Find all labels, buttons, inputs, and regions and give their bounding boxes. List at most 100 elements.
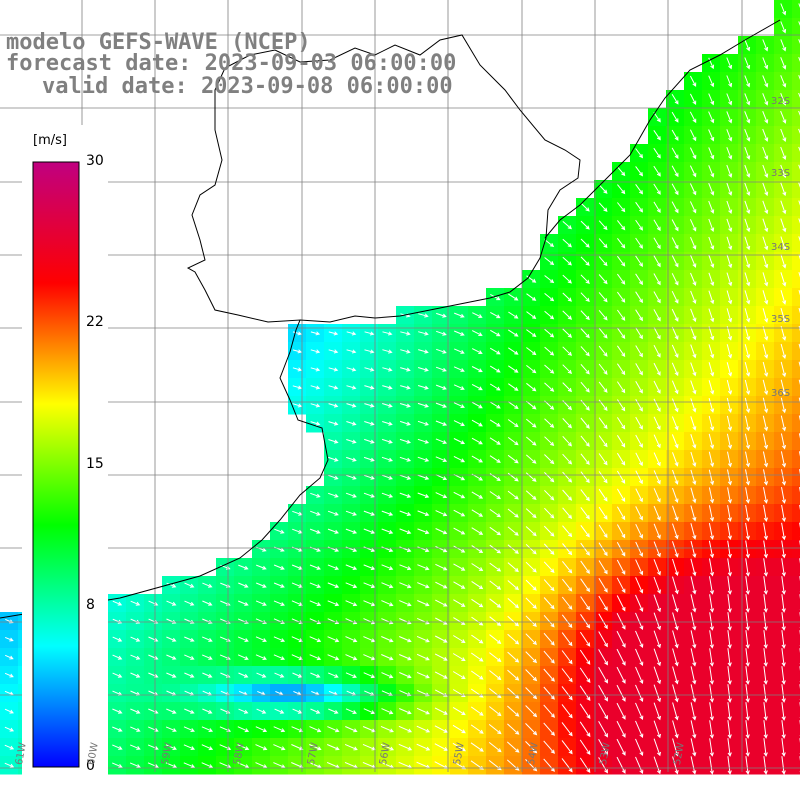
wind-arrow xyxy=(382,349,393,354)
wind-arrow xyxy=(653,470,661,485)
wind-arrow xyxy=(543,632,555,646)
wind-arrow xyxy=(507,526,519,536)
wind-arrow xyxy=(453,455,466,463)
wind-arrow xyxy=(598,524,608,538)
wind-arrow xyxy=(255,618,267,624)
wind-arrow xyxy=(708,200,715,214)
wind-arrow xyxy=(709,648,714,667)
wind-arrow xyxy=(345,510,357,516)
wind-arrow xyxy=(310,708,321,714)
wind-arrow xyxy=(727,487,732,504)
wind-arrow xyxy=(507,633,520,645)
wind-arrow xyxy=(689,111,697,124)
wind-arrow xyxy=(763,594,768,613)
wind-arrow xyxy=(727,505,732,522)
wind-arrow xyxy=(309,654,322,661)
wind-arrow xyxy=(525,418,537,428)
wind-arrow xyxy=(635,416,643,430)
wind-arrow xyxy=(452,671,466,680)
wind-arrow xyxy=(781,522,786,541)
wind-arrow xyxy=(763,702,768,721)
wind-arrow xyxy=(744,93,751,106)
wind-arrow xyxy=(762,57,769,70)
wind-arrow xyxy=(292,385,303,390)
wind-arrow xyxy=(635,684,644,703)
wind-arrow xyxy=(579,649,591,665)
wind-arrow xyxy=(745,594,750,613)
wind-arrow xyxy=(653,594,661,613)
wind-arrow xyxy=(453,366,465,372)
wind-arrow xyxy=(507,651,520,663)
wind-arrow xyxy=(417,420,429,426)
wind-arrow xyxy=(672,720,679,739)
wind-cell xyxy=(792,432,800,451)
wind-arrow xyxy=(381,636,394,643)
wind-arrow xyxy=(255,600,267,606)
wind-arrow xyxy=(472,312,483,318)
wind-arrow xyxy=(364,349,375,354)
wind-arrow xyxy=(580,274,590,284)
wind-arrow xyxy=(616,435,626,448)
wind-arrow xyxy=(363,600,376,607)
wind-arrow xyxy=(345,564,358,570)
wind-arrow xyxy=(453,438,466,445)
wind-arrow xyxy=(562,238,572,248)
wind-arrow xyxy=(763,487,768,504)
wind-arrow xyxy=(745,469,750,486)
wind-arrow xyxy=(543,579,555,592)
wind-arrow xyxy=(435,492,448,499)
wind-cell xyxy=(792,306,800,325)
wind-arrow xyxy=(292,708,303,714)
wind-arrow xyxy=(382,421,393,426)
wind-arrow xyxy=(653,112,661,123)
wind-arrow xyxy=(525,723,538,736)
valid-date: valid date: 2023-09-08 06:00:00 xyxy=(42,74,453,99)
wind-arrow xyxy=(112,636,123,642)
wind-arrow xyxy=(689,201,697,214)
wind-arrow xyxy=(398,725,413,733)
wind-arrow xyxy=(381,438,393,444)
wind-arrow xyxy=(561,668,573,683)
wind-arrow xyxy=(345,708,357,714)
wind-arrow xyxy=(708,218,715,232)
wind-arrow xyxy=(727,684,732,703)
wind-arrow xyxy=(653,255,661,268)
wind-arrow xyxy=(434,653,448,661)
wind-cell xyxy=(792,90,800,109)
wind-arrow xyxy=(780,451,787,468)
wind-cell xyxy=(792,576,800,595)
wind-cell xyxy=(792,558,800,577)
wind-arrow xyxy=(598,471,608,484)
wind-arrow xyxy=(310,403,321,408)
wind-arrow xyxy=(690,576,697,595)
wind-arrow xyxy=(653,505,661,521)
wind-arrow xyxy=(417,438,430,444)
wind-arrow xyxy=(543,561,555,573)
wind-arrow xyxy=(381,564,394,571)
wind-arrow xyxy=(690,523,697,540)
wind-arrow xyxy=(526,382,537,392)
wind-arrow xyxy=(489,401,501,409)
wind-arrow xyxy=(147,726,159,732)
wind-arrow xyxy=(399,420,411,426)
wind-arrow xyxy=(381,672,394,679)
wind-arrow xyxy=(561,686,573,701)
wind-arrow xyxy=(562,489,573,501)
wind-arrow xyxy=(562,578,573,592)
wind-arrow xyxy=(381,474,393,480)
wind-arrow xyxy=(580,328,590,339)
wind-arrow xyxy=(635,488,643,503)
wind-arrow xyxy=(184,708,195,714)
wind-arrow xyxy=(580,453,590,466)
wind-arrow xyxy=(616,702,626,720)
wind-arrow xyxy=(690,416,697,431)
wind-arrow xyxy=(598,435,608,448)
wind-arrow xyxy=(762,146,769,160)
wind-arrow xyxy=(562,221,572,230)
wind-arrow xyxy=(745,522,750,541)
wind-cell xyxy=(792,360,800,379)
wind-arrow xyxy=(490,329,501,337)
wind-arrow xyxy=(653,756,661,775)
wind-arrow xyxy=(690,290,697,305)
wind-arrow xyxy=(672,738,679,757)
